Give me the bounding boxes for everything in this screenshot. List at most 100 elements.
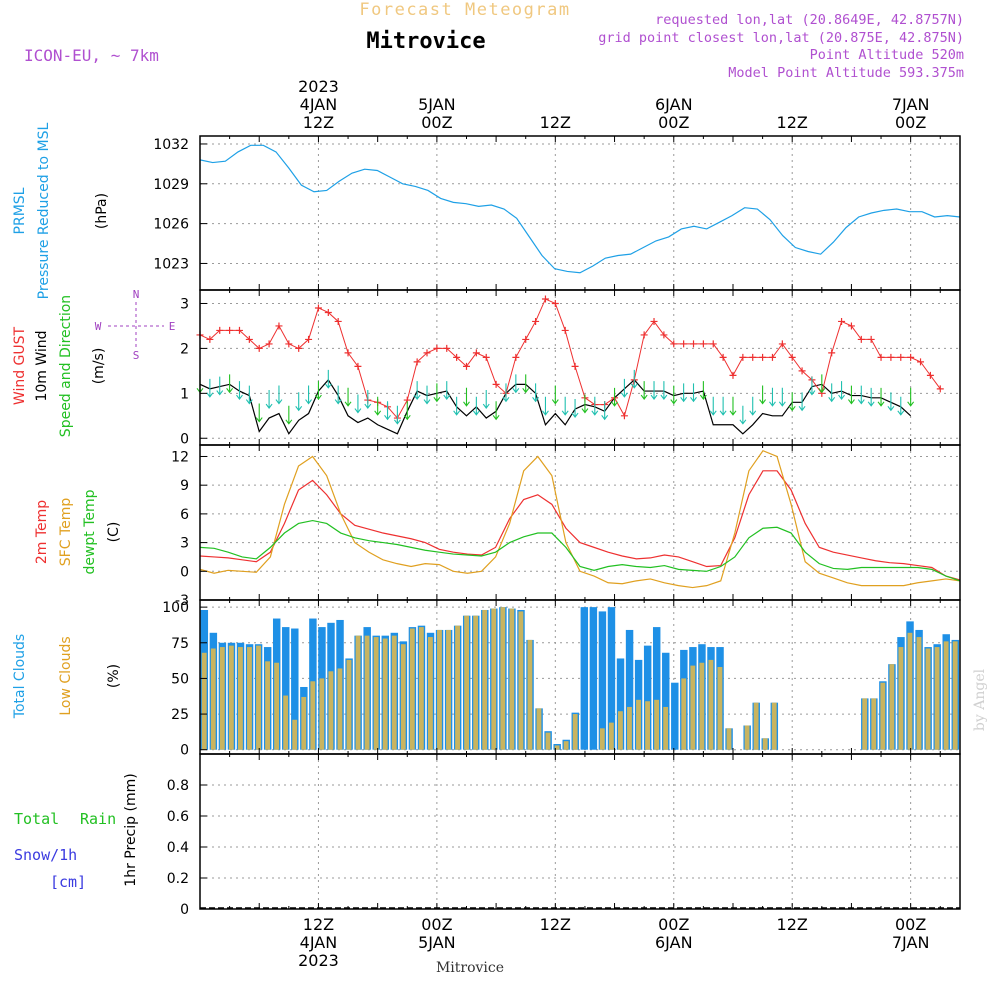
wind-direction-arrow [778,387,786,407]
compass-east: E [169,320,176,333]
gust-marker [857,335,865,343]
wind-10m-label: 10m Wind [34,330,50,401]
requested-coords: requested lon,lat (20.8649E, 42.8757N) [655,12,964,28]
gust-marker [877,353,885,361]
total-cloud-bar [671,682,679,750]
gust-marker [472,349,480,357]
top-time-label: 00Z [895,113,926,132]
gust-marker [561,326,569,334]
temp-2m-line [199,470,961,581]
gust-marker [413,358,421,366]
low-cloud-bar [292,719,298,750]
top-time-label: 00Z [658,113,689,132]
compass-west: W [95,320,102,333]
low-cloud-bar [690,665,696,750]
total-cloud-bar [589,607,598,750]
y-tick-label: 9 [180,478,189,494]
top-time-label: 00Z [421,113,452,132]
total-cloud-bar [643,645,652,750]
grid-point-coords: grid point closest lon,lat (20.875E, 42.… [598,30,964,46]
wind-direction-arrow [492,401,500,421]
wind-direction-arrow [315,381,322,401]
gust-marker [670,340,678,348]
low-cloud-bar [310,681,316,750]
wind-direction-arrow [887,392,895,412]
y-tick-label: 12 [171,449,189,465]
gust-marker [907,353,915,361]
y-tick-label: 1023 [153,256,189,272]
wind-unit-label: (m/s) [91,348,107,385]
wind-direction-arrow [236,381,243,401]
wind-direction-arrow [630,369,638,389]
low-cloud-bar [219,647,225,750]
bottom-time-label: 12Z [303,915,334,934]
wind-direction-arrow [581,394,589,414]
low-cloud-bar [382,638,388,750]
precip-total-label: Total [14,810,59,828]
low-cloud-bar [726,728,732,750]
wind-direction-arrow [907,387,915,407]
wind-direction-arrow [788,392,796,412]
wind-direction-arrow [729,396,737,416]
total-cloud-bar [625,629,634,750]
gust-marker [285,340,293,348]
gust-marker [739,353,747,361]
wind-direction-arrow [206,378,214,398]
temp-dewpt-label: dewpt Temp [82,489,98,574]
pressure-unit-label: (hPa) [94,193,110,229]
wind-direction-arrow [551,385,559,405]
total-cloud-bar [652,627,661,750]
wind-direction-arrow [611,387,618,407]
wind-direction-arrow [650,381,658,401]
low-cloud-bar [283,695,289,750]
precip-unit-label: 1hr Precip (mm) [123,773,139,886]
gust-marker [245,335,253,343]
precip-snow-label: Snow/1h [14,846,77,864]
gust-marker [926,371,934,379]
wind-direction-arrow [680,383,688,403]
series-lines [199,144,961,909]
temp-sfc-label: SFC Temp [58,498,74,567]
gust-marker [887,353,895,361]
y-tick-label: 75 [171,636,189,652]
panel-frame-0 [199,135,961,291]
low-cloud-bar [572,714,578,750]
low-cloud-bar [545,732,551,750]
gust-marker [305,335,313,343]
total-cloud-bar [580,607,589,750]
gust-marker [759,353,767,361]
low-cloud-bar [880,682,886,750]
gust-marker [541,295,549,303]
low-cloud-bar [608,722,614,750]
wind-gust-line [199,298,941,419]
low-cloud-bar [509,608,515,750]
wind-direction-arrow [709,396,717,416]
low-cloud-bar [464,615,470,750]
gust-marker [640,331,648,339]
wind-direction-arrow [364,390,372,409]
low-cloud-bar [663,706,669,750]
low-cloud-bar [247,647,252,750]
y-tick-label: 1 [180,386,189,402]
low-cloud-bar [654,699,660,750]
station-title: Mitrovice [366,29,485,54]
compass-north: N [133,288,140,301]
gust-marker [847,322,855,330]
wind-direction-arrow [561,396,569,416]
wind-direction-arrow [502,383,510,403]
top-time-label: 7JAN [892,95,930,114]
low-cloud-bar [554,745,560,750]
compass-south: S [133,349,140,362]
low-cloud-bar [563,741,569,750]
gust-marker [788,353,796,361]
gust-marker [275,322,283,330]
wind-direction-arrow [749,396,757,416]
low-cloud-bar [717,667,723,750]
wind-direction-arrow [660,381,668,401]
gust-marker [423,349,431,357]
low-cloud-bar [907,632,913,750]
wind-direction-arrow [443,381,451,401]
low-cloud-bar [437,629,442,750]
wind-direction-arrow [601,401,609,421]
